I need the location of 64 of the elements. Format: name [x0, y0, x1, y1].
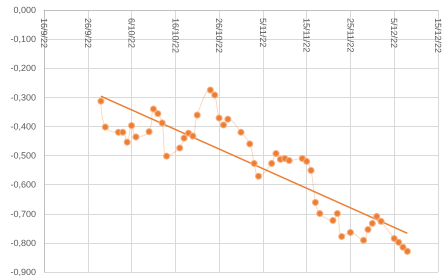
point	[194, 112, 201, 119]
point	[378, 218, 385, 225]
y-tick-label: -0,200	[10, 63, 36, 74]
y-tick-label: -0,600	[10, 180, 36, 190]
y-tick-label: 0,000	[13, 5, 36, 15]
x-tick-label: 6/10/22	[126, 18, 137, 48]
point	[255, 172, 262, 180]
point	[286, 157, 293, 164]
point	[238, 128, 244, 136]
x-tick-label: 15/12/22	[433, 18, 443, 54]
point	[368, 220, 376, 227]
x-tick-label: 25/11/22	[345, 18, 356, 52]
point	[124, 138, 131, 146]
point	[119, 128, 126, 136]
point	[346, 228, 354, 236]
y-tick-label: -0,100	[10, 34, 36, 44]
x-tick-label: 16/10/22	[170, 18, 180, 54]
point	[390, 235, 398, 242]
x-tick-label: 5/12/22	[389, 18, 400, 48]
point	[163, 152, 170, 160]
point	[146, 128, 153, 136]
x-tick-label: 15/11/22	[302, 18, 312, 52]
point	[158, 119, 166, 126]
y-tick-label: -0,500	[10, 150, 36, 161]
point	[373, 212, 380, 220]
y-tick-label: -0,400	[10, 121, 36, 132]
point	[216, 114, 223, 122]
x-tick-label: 16/9/22	[39, 18, 49, 48]
point	[220, 121, 227, 128]
x-tick-label: 26/9/22	[82, 18, 93, 48]
point	[180, 134, 188, 142]
point	[154, 110, 162, 118]
point	[206, 86, 214, 94]
point	[404, 248, 411, 255]
point	[272, 150, 280, 158]
point	[312, 198, 319, 206]
point	[364, 226, 372, 233]
point	[268, 160, 276, 167]
x-tick-label: 5/11/22	[258, 18, 268, 48]
point	[303, 158, 310, 165]
point	[132, 133, 140, 140]
point	[97, 98, 104, 105]
x-tick-label: 26/10/22	[214, 18, 224, 54]
y-tick-label: -0,300	[10, 92, 36, 102]
point	[338, 232, 346, 240]
point	[150, 105, 157, 112]
y-tick-label: -0,900	[10, 267, 36, 277]
point	[224, 116, 232, 123]
point	[102, 124, 109, 131]
point	[211, 92, 218, 99]
point	[246, 140, 254, 148]
point	[316, 210, 324, 217]
point	[250, 160, 258, 167]
point	[189, 132, 196, 140]
point	[334, 210, 341, 217]
y-tick-label: -0,700	[10, 208, 36, 219]
point	[176, 144, 184, 152]
point	[308, 166, 315, 174]
point	[395, 238, 402, 246]
y-tick-label: -0,800	[10, 238, 36, 248]
point	[399, 244, 406, 251]
point	[360, 236, 368, 244]
point	[329, 216, 336, 224]
point	[128, 122, 136, 130]
